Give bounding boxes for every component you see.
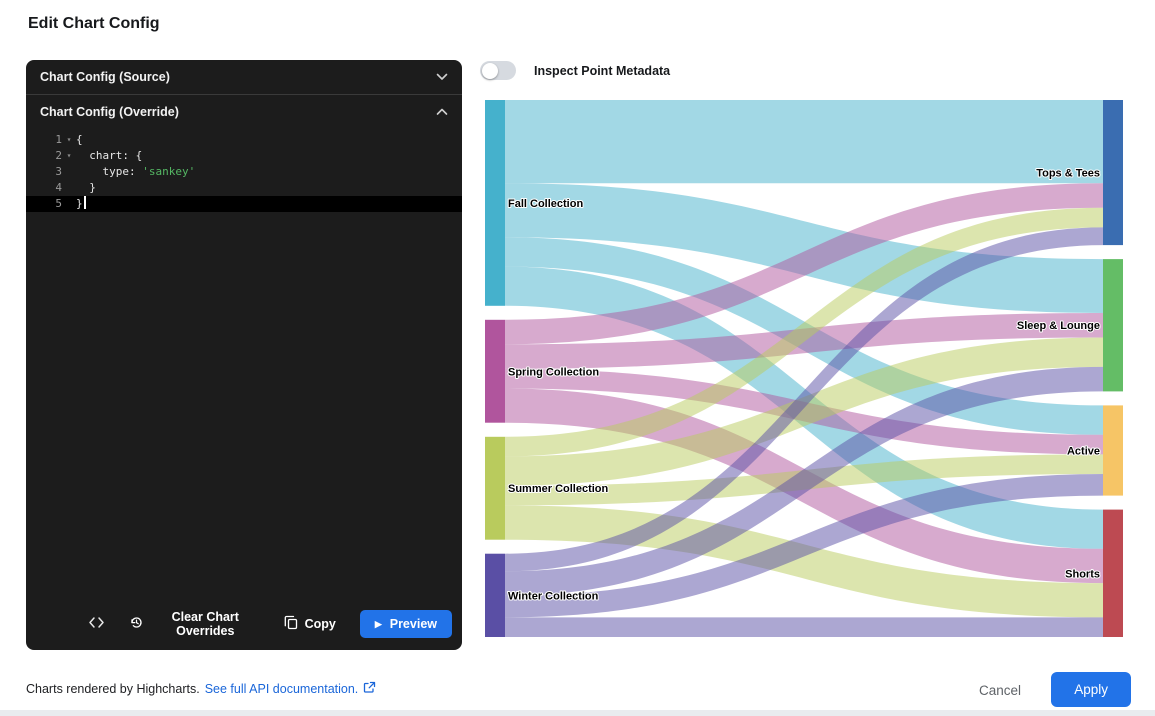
chevron-up-icon	[436, 103, 448, 121]
code-text: }	[76, 181, 96, 194]
code-line: 5}	[26, 196, 462, 212]
override-section-title: Chart Config (Override)	[40, 105, 179, 119]
sankey-node-label: Fall Collection	[508, 198, 583, 210]
text-cursor	[83, 196, 86, 209]
line-number: 2	[55, 149, 62, 162]
api-docs-link-label: See full API documentation.	[204, 682, 359, 696]
sankey-node[interactable]	[485, 436, 505, 540]
sankey-node-label: Tops & Tees	[1036, 168, 1100, 180]
sankey-node-label: Sleep & Lounge	[1017, 320, 1100, 332]
line-number: 1	[55, 133, 62, 146]
preview-button[interactable]: ▶ Preview	[359, 610, 452, 638]
code-text: }	[76, 196, 86, 212]
play-icon: ▶	[374, 618, 382, 629]
sankey-link[interactable]	[505, 366, 1103, 596]
clear-chart-overrides-button[interactable]: Clear Chart Overrides	[129, 610, 260, 638]
copy-label: Copy	[304, 617, 336, 631]
sankey-node[interactable]	[1103, 509, 1123, 637]
sankey-link[interactable]	[505, 183, 1103, 345]
preview-label: Preview	[389, 617, 437, 631]
sankey-node[interactable]	[1103, 405, 1123, 496]
code-line: 1 ▾ {	[26, 132, 462, 148]
code-text: {	[76, 133, 83, 146]
inspect-metadata-label: Inspect Point Metadata	[534, 63, 671, 78]
sankey-link[interactable]	[505, 183, 1103, 313]
chevron-down-icon	[436, 68, 448, 86]
line-number: 3	[55, 165, 62, 178]
apply-button[interactable]: Apply	[1051, 672, 1131, 707]
sankey-node[interactable]	[1103, 259, 1123, 392]
override-section-header[interactable]: Chart Config (Override)	[26, 95, 462, 129]
line-number: 4	[55, 181, 62, 194]
sankey-node-label: Active	[1067, 446, 1100, 458]
external-link-icon	[363, 681, 376, 697]
code-text: chart: {	[76, 149, 143, 162]
history-icon	[129, 615, 144, 633]
clear-chart-overrides-label: Clear Chart Overrides	[171, 610, 239, 638]
sankey-link[interactable]	[505, 474, 1103, 618]
sankey-node-label: Spring Collection	[508, 366, 599, 378]
code-text: type: 'sankey'	[76, 165, 196, 178]
code-line: 2 ▾ chart: {	[26, 148, 462, 164]
line-number: 5	[55, 197, 62, 210]
sankey-node[interactable]	[1103, 100, 1123, 246]
copy-icon	[284, 615, 298, 633]
page-title: Edit Chart Config	[28, 15, 160, 32]
fold-caret-icon[interactable]: ▾	[66, 151, 72, 160]
copy-button[interactable]: Copy	[284, 615, 336, 633]
sankey-node[interactable]	[485, 100, 505, 306]
sankey-node[interactable]	[485, 553, 505, 637]
source-section-title: Chart Config (Source)	[40, 70, 170, 84]
sankey-link[interactable]	[505, 337, 1103, 486]
sankey-link[interactable]	[505, 207, 1103, 457]
code-view-button[interactable]	[88, 616, 105, 632]
sankey-node-label: Shorts	[1065, 568, 1100, 580]
credit-text: Charts rendered by Highcharts.	[26, 682, 200, 696]
chart-credit: Charts rendered by Highcharts. See full …	[26, 681, 376, 697]
sankey-node[interactable]	[485, 319, 505, 423]
inspect-metadata-row: Inspect Point Metadata	[480, 61, 670, 80]
sankey-node-label: Winter Collection	[508, 590, 599, 602]
inspect-metadata-toggle[interactable]	[480, 61, 516, 80]
sankey-chart[interactable]: Fall Collection Spring Collection Summer C…	[485, 100, 1123, 637]
panel-divider	[26, 94, 462, 95]
code-brackets-icon	[88, 616, 105, 632]
code-editor[interactable]: 1 ▾{2 ▾ chart: {3 type: 'sankey' 4 } 5}	[26, 129, 462, 600]
fold-caret-icon[interactable]: ▾	[66, 135, 72, 144]
code-line: 3 type: 'sankey'	[26, 164, 462, 180]
toggle-knob	[482, 62, 498, 79]
sankey-link[interactable]	[505, 617, 1103, 637]
sankey-node-label: Summer Collection	[508, 483, 609, 495]
page-bottom-edge	[0, 710, 1155, 716]
sankey-link[interactable]	[505, 227, 1103, 572]
code-line: 4 }	[26, 180, 462, 196]
sankey-link[interactable]	[505, 100, 1103, 184]
editor-toolbar: Clear Chart Overrides Copy ▶ Preview	[26, 600, 462, 650]
source-section-header[interactable]: Chart Config (Source)	[26, 60, 462, 94]
api-docs-link[interactable]: See full API documentation.	[205, 681, 377, 697]
cancel-button[interactable]: Cancel	[967, 675, 1033, 706]
chart-config-editor-panel: Chart Config (Source) Chart Config (Over…	[26, 60, 462, 650]
